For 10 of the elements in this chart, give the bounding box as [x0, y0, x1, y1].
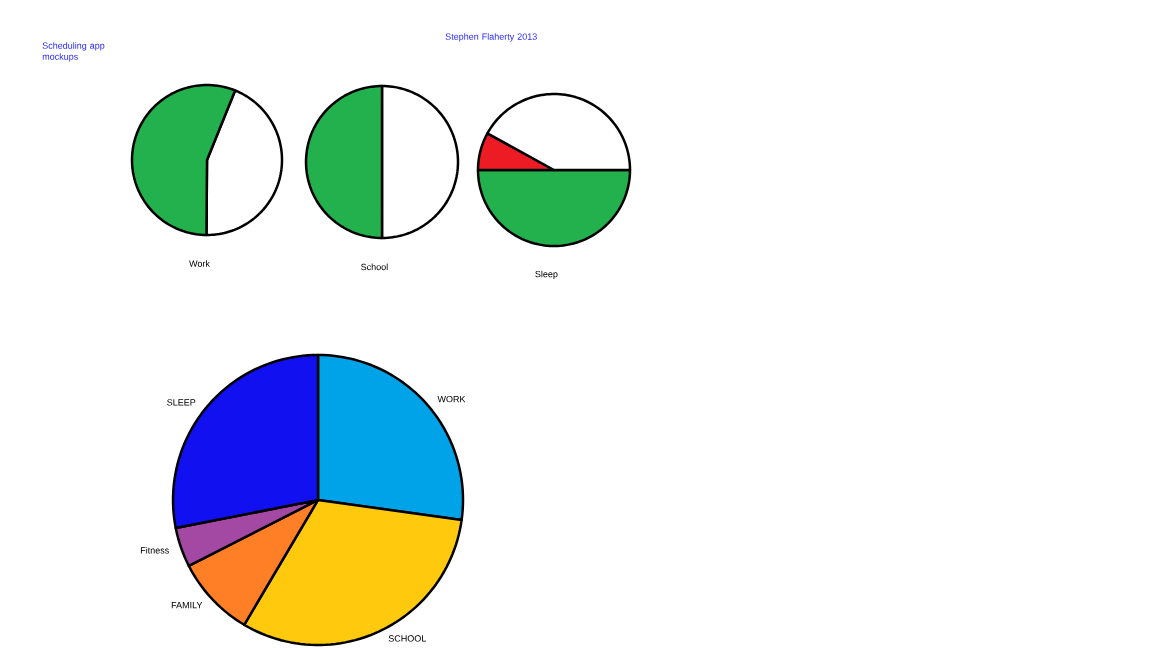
- slice-label: FAMILY: [171, 602, 203, 609]
- slice-label: SCHOOL: [388, 635, 426, 642]
- slice-label: SLEEP: [167, 399, 196, 406]
- text: School: [361, 263, 388, 271]
- text: Stephen Flaherty 2013: [445, 33, 537, 42]
- text: Work: [189, 260, 210, 267]
- text: Scheduling app mockups: [42, 42, 105, 62]
- text: Sleep: [535, 270, 558, 280]
- slice-label: WORK: [437, 395, 466, 403]
- slice-label: Fitness: [140, 546, 169, 554]
